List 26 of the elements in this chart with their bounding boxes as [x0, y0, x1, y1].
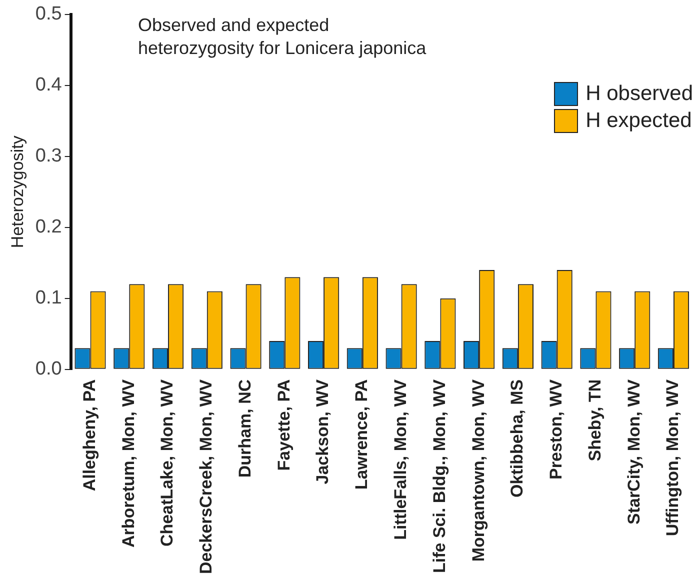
- y-tick-label: 0.5: [35, 4, 62, 25]
- y-tick-label: 0.3: [35, 146, 62, 167]
- x-tick-label: Jackson, WV: [313, 378, 332, 484]
- x-tick-label: Morgantown, Mon, WV: [468, 378, 488, 562]
- x-tick-label: LittleFalls, Mon, WV: [390, 378, 410, 540]
- x-tick-label: Allegheny, PA: [80, 379, 99, 492]
- y-tick-label: 0.2: [35, 216, 62, 238]
- x-tick-label: Fayette, PA: [274, 379, 294, 471]
- x-tick-label: Life Sci. Bldg., Mon, WV: [430, 378, 449, 573]
- x-tick-label: StarCity, Mon, WV: [624, 378, 644, 525]
- y-tick-label: 0.4: [35, 74, 62, 96]
- y-tick-label: 0.0: [35, 358, 62, 380]
- legend-label: H expected: [586, 108, 692, 132]
- x-tick-label: DeckersCreek, Mon, WV: [196, 378, 216, 574]
- x-tick-label: Arboretum, Mon, WV: [118, 378, 138, 548]
- y-tick-label: 0.1: [35, 288, 62, 309]
- x-tick-label: CheatLake, Mon, WV: [158, 378, 177, 547]
- x-tick-label: Oktibbeha, MS: [508, 379, 527, 498]
- x-tick-label: Preston, WV: [546, 378, 566, 480]
- x-tick-label: Durham, NC: [235, 379, 254, 478]
- text: Observed and expected heterozygosity for Lonicera japonica: [138, 14, 428, 60]
- legend-label: H observed: [586, 82, 693, 106]
- x-tick-label: Sheby, TN: [585, 379, 604, 462]
- x-tick-label: Uffington, Mon, WV: [663, 378, 682, 536]
- y-axis-title: Heterozygosity: [8, 135, 27, 248]
- x-tick-label: Lawrence, PA: [352, 379, 372, 490]
